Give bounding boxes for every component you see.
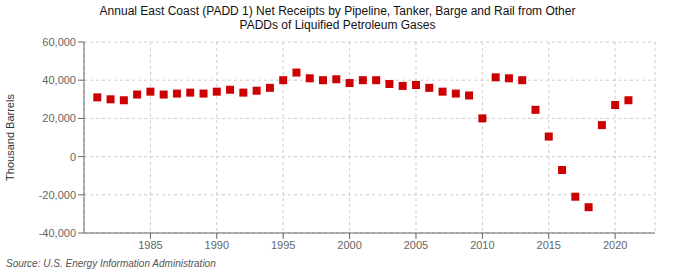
svg-text:2020: 2020 [603,239,627,251]
html-text:PADDs of Liquified Petroleum G: PADDs of Liquified Petroleum Gases [239,18,436,32]
svg-text:2005: 2005 [404,239,428,251]
html-text:Source: U.S. Energy Informatio: Source: U.S. Energy Information Administ… [6,258,216,269]
svg-text:-20,000: -20,000 [39,189,76,201]
svg-text:2015: 2015 [537,239,561,251]
html-text:Annual East Coast (PADD 1) Net: Annual East Coast (PADD 1) Net Receipts … [99,4,576,18]
svg-text:60,000: 60,000 [42,36,76,48]
svg-text:40,000: 40,000 [42,74,76,86]
svg-text:2000: 2000 [337,239,361,251]
svg-text:1990: 1990 [205,239,229,251]
svg-text:2010: 2010 [470,239,494,251]
svg-text:1985: 1985 [138,239,162,251]
svg-text:0: 0 [70,151,76,163]
svg-text:-40,000: -40,000 [39,227,76,239]
svg-text:Thousand Barrels: Thousand Barrels [8,94,16,181]
svg-text:20,000: 20,000 [42,112,76,124]
svg-text:1995: 1995 [271,239,295,251]
